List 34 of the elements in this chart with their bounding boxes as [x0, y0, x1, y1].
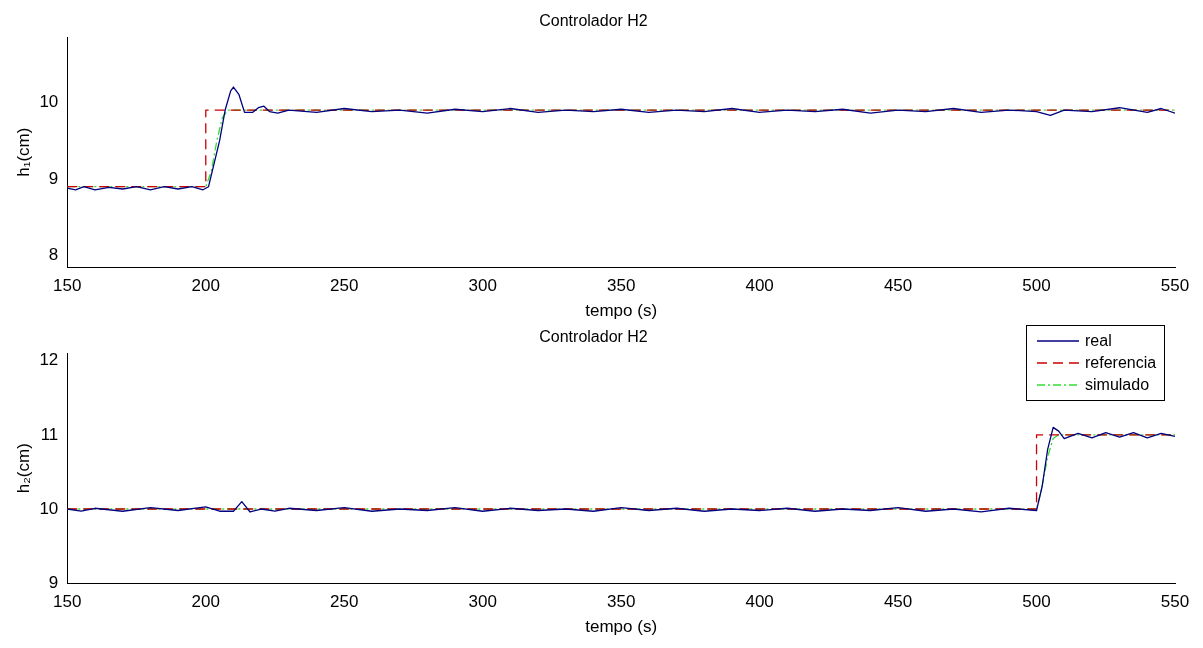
- legend-label: simulado: [1085, 375, 1150, 396]
- chart-title: Controlador H2: [539, 328, 648, 346]
- y-tick-label: 11: [40, 424, 59, 444]
- y-tick-label: 10: [39, 498, 59, 518]
- x-tick-label: 250: [330, 276, 359, 296]
- x-tick-label: 550: [1160, 276, 1190, 296]
- x-tick-label: 150: [53, 276, 82, 296]
- x-tick-label: 250: [330, 592, 359, 612]
- x-tick-label: 300: [468, 276, 497, 296]
- x-tick-label: 350: [606, 276, 636, 296]
- chart-title: Controlador H2: [539, 12, 648, 30]
- x-axis-title: tempo (s): [585, 301, 658, 321]
- y-tick-label: 9: [48, 168, 59, 188]
- x-tick-label: 200: [191, 592, 220, 612]
- x-tick-label: 450: [883, 592, 913, 612]
- x-tick-label: 500: [1022, 592, 1051, 612]
- x-tick-label: 450: [883, 276, 913, 296]
- y-axis-title: h₁(cm): [13, 127, 33, 177]
- y-tick-label: 9: [48, 572, 59, 592]
- y-tick-label: 12: [39, 350, 59, 370]
- x-tick-label: 550: [1160, 592, 1190, 612]
- x-tick-label: 200: [191, 276, 220, 296]
- x-tick-label: 150: [53, 592, 82, 612]
- x-tick-label: 400: [745, 592, 774, 612]
- legend-label: real: [1085, 331, 1112, 352]
- x-tick-label: 400: [745, 276, 774, 296]
- y-tick-label: 8: [48, 245, 59, 265]
- x-tick-label: 350: [606, 592, 636, 612]
- x-tick-label: 500: [1022, 276, 1051, 296]
- x-tick-label: 300: [468, 592, 497, 612]
- y-axis-title: h₂(cm): [13, 443, 33, 494]
- legend-label: referencia: [1085, 353, 1157, 374]
- x-axis-title: tempo (s): [585, 617, 658, 637]
- y-tick-label: 10: [39, 92, 59, 112]
